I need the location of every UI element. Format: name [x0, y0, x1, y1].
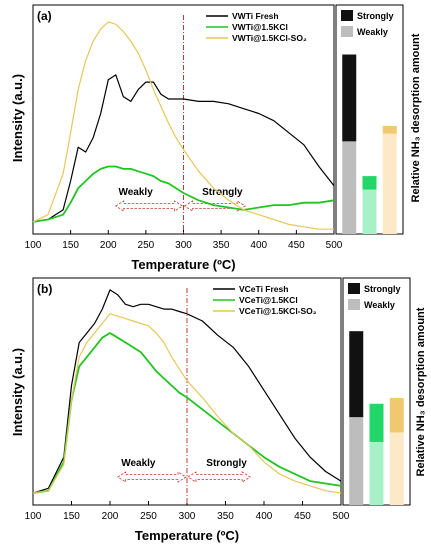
x-tick-label: 400 — [250, 240, 267, 251]
weakly-region-arrow — [116, 471, 187, 483]
bar-legend-label: Weakly — [357, 27, 388, 37]
bar-legend-label: Strongly — [357, 11, 394, 21]
x-tick-label: 450 — [288, 240, 305, 251]
x-tick-label: 250 — [140, 511, 157, 522]
y-axis-label: Intensity (a.u.) — [10, 348, 25, 436]
strongly-region-label: Strongly — [202, 187, 243, 198]
x-tick-label: 400 — [256, 511, 273, 522]
x-tick-label: 100 — [25, 511, 42, 522]
bar-weakly-2 — [362, 189, 377, 234]
x-tick-label: 350 — [213, 240, 230, 251]
x-tick-label: 150 — [63, 511, 80, 522]
x-tick-label: 150 — [62, 240, 79, 251]
bar-legend-label: Weakly — [364, 300, 395, 310]
legend-label: VCeTi Fresh — [239, 284, 288, 294]
strongly-region-label: Strongly — [206, 458, 247, 469]
legend-label: VWTi@1.5KCl-SO₂ — [232, 33, 307, 43]
bar-legend-swatch — [341, 10, 353, 21]
x-tick-label: 350 — [217, 511, 234, 522]
series-line-3 — [32, 313, 342, 494]
x-tick-label: 300 — [175, 240, 192, 251]
x-axis-label: Temperature (ºC) — [131, 257, 235, 272]
bar-strongly-2 — [362, 176, 377, 190]
bar-legend-swatch — [348, 299, 360, 310]
weakly-region-label: Weakly — [118, 187, 153, 198]
bar-strongly-3 — [382, 125, 397, 134]
bar-weakly-3 — [382, 133, 397, 234]
x-tick-label: 200 — [102, 511, 119, 522]
x-tick-label: 250 — [138, 240, 155, 251]
strongly-region-arrow — [187, 471, 251, 483]
tpd-panel-a: 100 150 200 250 300 350 400 450 500 Temperature (… — [10, 4, 422, 272]
x-tick-label: 300 — [179, 511, 196, 522]
bar-legend-label: Strongly — [364, 284, 401, 294]
weakly-region-arrow — [115, 200, 184, 212]
series-line-3 — [32, 21, 334, 230]
bar-axis-label: Relative NH₃ desorption amount — [410, 33, 422, 202]
series-line-1 — [32, 289, 342, 494]
x-axis-label: Temperature (ºC) — [135, 528, 239, 543]
x-tick-label: 450 — [294, 511, 311, 522]
legend-label: VWTi@1.5KCl — [232, 22, 288, 32]
bar-strongly-2 — [369, 403, 384, 442]
bar-legend-swatch — [348, 283, 360, 294]
bar-weakly-3 — [389, 432, 404, 505]
strongly-region-arrow — [183, 200, 246, 212]
legend-label: VWTi Fresh — [232, 11, 279, 21]
x-tick-label: 500 — [326, 240, 343, 251]
x-tick-label: 200 — [100, 240, 117, 251]
series-line-2 — [32, 165, 335, 223]
x-tick-label: 500 — [333, 511, 350, 522]
series-line-1 — [32, 74, 335, 223]
x-tick-label: 100 — [25, 240, 42, 251]
bar-strongly-1 — [349, 331, 364, 418]
bar-legend-swatch — [341, 26, 353, 37]
legend-label: VCeTi@1.5KCl — [239, 295, 298, 305]
bar-strongly-3 — [389, 398, 404, 433]
panel-label: (b) — [37, 282, 52, 296]
legend-label: VCeTi@1.5KCl-SO₂ — [239, 306, 317, 316]
y-axis-label: Intensity (a.u.) — [10, 74, 25, 162]
bar-weakly-1 — [349, 417, 364, 505]
weakly-region-label: Weakly — [121, 458, 156, 469]
series-line-2 — [32, 332, 342, 494]
bar-weakly-1 — [342, 141, 357, 234]
bar-axis-label: Relative NH₃ desorption amount — [415, 307, 427, 476]
panel-label: (a) — [37, 9, 52, 23]
bar-weakly-2 — [369, 441, 384, 505]
tpd-panel-b: 100 150 200 250 300 350 400 450 500 Temperature (… — [10, 277, 427, 543]
bar-strongly-1 — [342, 54, 357, 142]
